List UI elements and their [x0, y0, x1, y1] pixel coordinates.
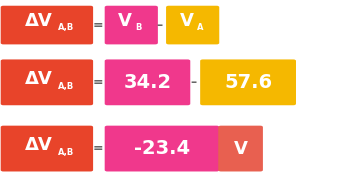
Text: A,B: A,B — [58, 82, 74, 91]
Text: A,B: A,B — [58, 23, 74, 32]
Text: A,B: A,B — [58, 148, 74, 157]
Text: ΔV: ΔV — [25, 13, 52, 30]
Text: A: A — [197, 23, 204, 32]
Text: B: B — [136, 23, 142, 32]
FancyBboxPatch shape — [166, 6, 219, 44]
FancyBboxPatch shape — [1, 126, 93, 171]
Text: V: V — [118, 13, 132, 30]
Text: =: = — [93, 19, 104, 32]
Text: –: – — [191, 76, 197, 89]
Text: ΔV: ΔV — [25, 136, 52, 154]
Text: =: = — [93, 142, 104, 155]
FancyBboxPatch shape — [218, 126, 263, 171]
Text: -23.4: -23.4 — [134, 139, 190, 158]
Text: V: V — [234, 140, 248, 158]
FancyBboxPatch shape — [105, 126, 219, 171]
Text: V: V — [180, 13, 193, 30]
FancyBboxPatch shape — [1, 59, 93, 105]
Text: =: = — [93, 76, 104, 89]
FancyBboxPatch shape — [105, 6, 158, 44]
Text: ΔV: ΔV — [25, 70, 52, 88]
Text: 34.2: 34.2 — [123, 73, 172, 92]
Text: 57.6: 57.6 — [224, 73, 272, 92]
FancyBboxPatch shape — [105, 59, 190, 105]
Text: –: – — [157, 19, 163, 32]
FancyBboxPatch shape — [200, 59, 296, 105]
FancyBboxPatch shape — [1, 6, 93, 44]
